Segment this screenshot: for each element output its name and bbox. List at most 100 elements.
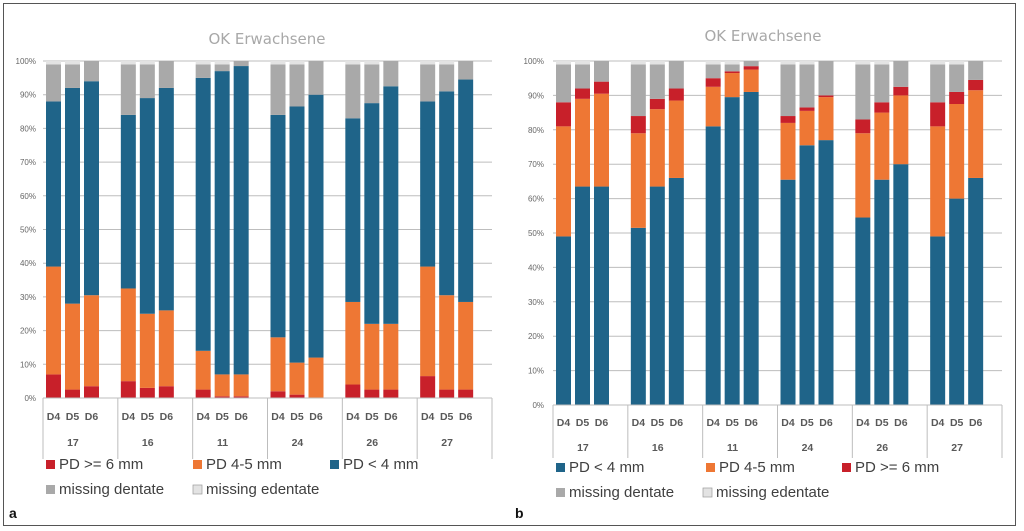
y-tick-label: 10% xyxy=(528,367,544,376)
group-label: 24 xyxy=(292,437,304,449)
legend-label: missing edentate xyxy=(716,484,829,501)
x-tick-label: D5 xyxy=(800,417,814,429)
y-tick-label: 90% xyxy=(20,91,36,100)
bar-segment-pd-4-5 xyxy=(120,288,136,382)
bar-segment-pd-4-5 xyxy=(780,122,796,180)
legend-swatch-pd-ge6 xyxy=(842,463,851,472)
bar-segment-missing-dentate xyxy=(383,61,399,87)
legend-label: PD < 4 mm xyxy=(343,456,418,473)
bar-segment-pd-ge6 xyxy=(383,389,399,398)
bar-segment-pd-lt4 xyxy=(799,145,815,405)
x-tick-label: D5 xyxy=(290,411,304,423)
legend-swatch-missing-edentate xyxy=(702,487,713,498)
bar-segment-missing-dentate xyxy=(120,64,136,115)
bar-segment-pd-4-5 xyxy=(420,266,436,377)
y-tick-label: 20% xyxy=(20,327,36,336)
legend-swatch-pd-lt4 xyxy=(330,460,339,469)
bar-segment-pd-4-5 xyxy=(556,126,571,237)
bar-segment-pd-4-5 xyxy=(383,323,399,390)
bar-segment-pd-4-5 xyxy=(308,357,324,398)
x-tick-label: D5 xyxy=(215,411,229,423)
x-tick-label: D6 xyxy=(969,417,983,429)
y-tick-label: 50% xyxy=(20,226,36,235)
bar-segment-missing-edentate xyxy=(364,61,380,65)
chart-b-legend: PD < 4 mm PD 4-5 mm PD >= 6 mm missing dent… xyxy=(556,459,939,501)
chart-b-x-axis: D4 D5 D6 17 D4 D5 D6 16 D4 D5 D6 11 D4 D5 D6 24 D4 D5 D6 26… xyxy=(552,404,1003,458)
x-tick-label: D4 xyxy=(271,411,285,423)
bar-segment-pd-lt4 xyxy=(743,91,759,406)
y-tick-label: 40% xyxy=(20,259,36,268)
bar-segment-pd-ge6 xyxy=(345,384,361,398)
bar-segment-pd-lt4 xyxy=(46,101,61,267)
bar-segment-missing-edentate xyxy=(439,61,455,65)
bar-segment-missing-edentate xyxy=(345,61,361,65)
bar-segment-pd-4-5 xyxy=(195,350,211,390)
bar-segment-missing-dentate xyxy=(799,64,815,108)
bar-segment-missing-edentate xyxy=(724,61,740,65)
bar-segment-pd-lt4 xyxy=(270,114,286,338)
bar-segment-missing-dentate xyxy=(705,64,721,79)
x-tick-label: D4 xyxy=(196,411,210,423)
bar-segment-missing-edentate xyxy=(270,61,286,65)
x-tick-label: D5 xyxy=(440,411,454,423)
x-tick-label: D6 xyxy=(744,417,758,429)
bar-segment-missing-dentate xyxy=(84,61,99,82)
bar-segment-pd-lt4 xyxy=(705,126,721,406)
y-tick-label: 80% xyxy=(528,126,544,135)
bar-segment-pd-4-5 xyxy=(968,90,984,178)
bar-segment-missing-dentate xyxy=(233,61,249,67)
bar-segment-missing-edentate xyxy=(799,61,815,65)
y-tick-label: 60% xyxy=(528,195,544,204)
bar-segment-pd-ge6 xyxy=(158,386,174,398)
group-label: 11 xyxy=(727,442,738,454)
bar-segment-pd-lt4 xyxy=(345,118,361,302)
x-tick-label: D4 xyxy=(931,417,945,429)
bar-segment-pd-lt4 xyxy=(594,186,609,405)
legend-label: PD >= 6 mm xyxy=(59,456,143,473)
legend-swatch-pd-ge6 xyxy=(46,460,55,469)
y-tick-label: 70% xyxy=(528,160,544,169)
bar-segment-pd-4-5 xyxy=(874,112,890,180)
bar-segment-pd-ge6 xyxy=(84,386,99,398)
bar-segment-pd-4-5 xyxy=(649,109,665,187)
legend-label: missing dentate xyxy=(569,484,674,501)
bar-segment-missing-edentate xyxy=(949,61,965,65)
chart-panel-a: OK Erwachsene 0% 10% 20% 30% 40% 50% 60% 70% 80%… xyxy=(9,30,493,521)
bar-segment-pd-ge6 xyxy=(214,396,230,398)
bar-segment-missing-dentate xyxy=(818,61,834,96)
bar-segment-pd-4-5 xyxy=(855,133,871,218)
bar-segment-missing-dentate xyxy=(420,64,436,102)
group-label: 26 xyxy=(876,442,888,454)
bar-segment-pd-lt4 xyxy=(158,87,174,311)
bar-segment-pd-ge6 xyxy=(270,391,286,398)
x-tick-label: D5 xyxy=(141,411,155,423)
bar-segment-missing-dentate xyxy=(439,64,455,92)
bar-segment-pd-lt4 xyxy=(556,236,571,405)
y-tick-label: 0% xyxy=(532,401,544,410)
bar-segment-missing-edentate xyxy=(420,61,436,65)
bar-segment-missing-dentate xyxy=(780,64,796,117)
x-tick-label: D5 xyxy=(365,411,379,423)
group-label: 27 xyxy=(441,437,453,449)
bar-segment-missing-dentate xyxy=(930,64,946,103)
bar-segment-pd-lt4 xyxy=(233,66,249,375)
legend-swatch-pd-4-5 xyxy=(193,460,202,469)
bar-segment-pd-lt4 xyxy=(649,186,665,405)
x-tick-label: D6 xyxy=(160,411,174,423)
x-tick-label: D6 xyxy=(85,411,99,423)
bar-segment-missing-dentate xyxy=(308,61,324,95)
chart-b-y-axis: 0% 10% 20% 30% 40% 50% 60% 70% 80% 90% 100% xyxy=(524,57,544,410)
bar-segment-pd-ge6 xyxy=(949,91,965,104)
legend-label: PD 4-5 mm xyxy=(719,459,795,476)
bar-segment-missing-edentate xyxy=(575,61,590,65)
bar-segment-pd-4-5 xyxy=(214,374,230,397)
legend-label: PD >= 6 mm xyxy=(855,459,939,476)
x-tick-label: D4 xyxy=(632,417,646,429)
legend-swatch-pd-4-5 xyxy=(706,463,715,472)
bar-segment-missing-dentate xyxy=(458,61,474,80)
legend-label: PD < 4 mm xyxy=(569,459,644,476)
group-label: 16 xyxy=(142,437,154,449)
bar-segment-pd-ge6 xyxy=(439,389,455,398)
bar-segment-pd-4-5 xyxy=(930,126,946,237)
